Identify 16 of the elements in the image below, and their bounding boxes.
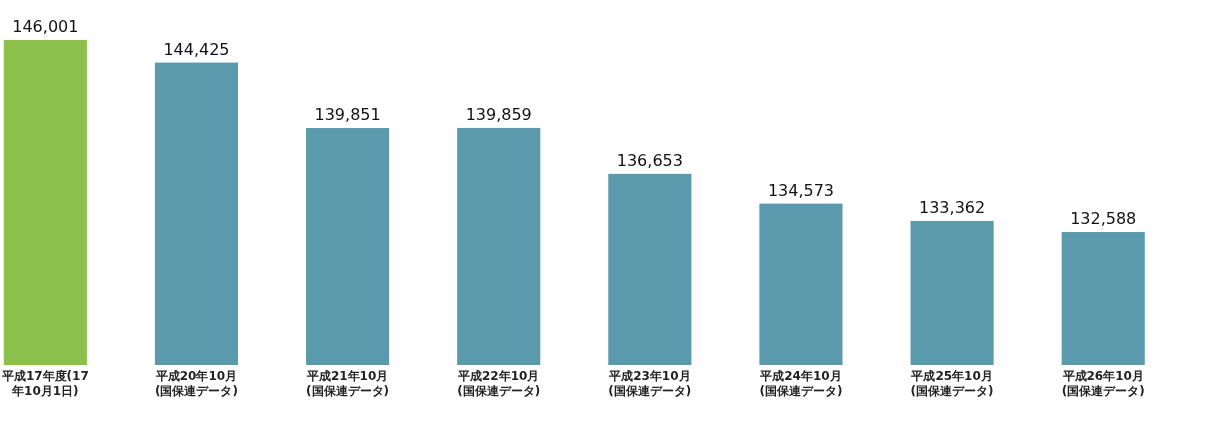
x-tick-label: 平成23年10月(国保連データ) xyxy=(607,369,693,399)
x-tick-label: 平成17年度(17年10月1日) xyxy=(0,369,90,399)
x-tick-label: 平成20年10月(国保連データ) xyxy=(153,369,239,399)
data-label: 132,588 xyxy=(1070,209,1137,229)
data-label: 136,653 xyxy=(616,150,683,170)
x-tick-label: 平成21年10月(国保連データ) xyxy=(305,369,391,399)
data-label: 134,573 xyxy=(767,180,835,200)
data-label: 139,859 xyxy=(465,104,532,124)
x-tick-label: 平成26年10月(国保連データ) xyxy=(1060,369,1146,399)
x-tick-label: 平成25年10月(国保連データ) xyxy=(909,369,995,399)
data-label: 133,362 xyxy=(919,197,986,217)
x-tick-label: 平成22年10月(国保連データ) xyxy=(456,369,542,399)
x-tick-label: 平成24年10月(国保連データ) xyxy=(758,369,844,399)
data-label: 144,425 xyxy=(163,39,230,59)
data-label: 139,851 xyxy=(314,105,381,125)
data-label: 146,001 xyxy=(12,17,79,36)
